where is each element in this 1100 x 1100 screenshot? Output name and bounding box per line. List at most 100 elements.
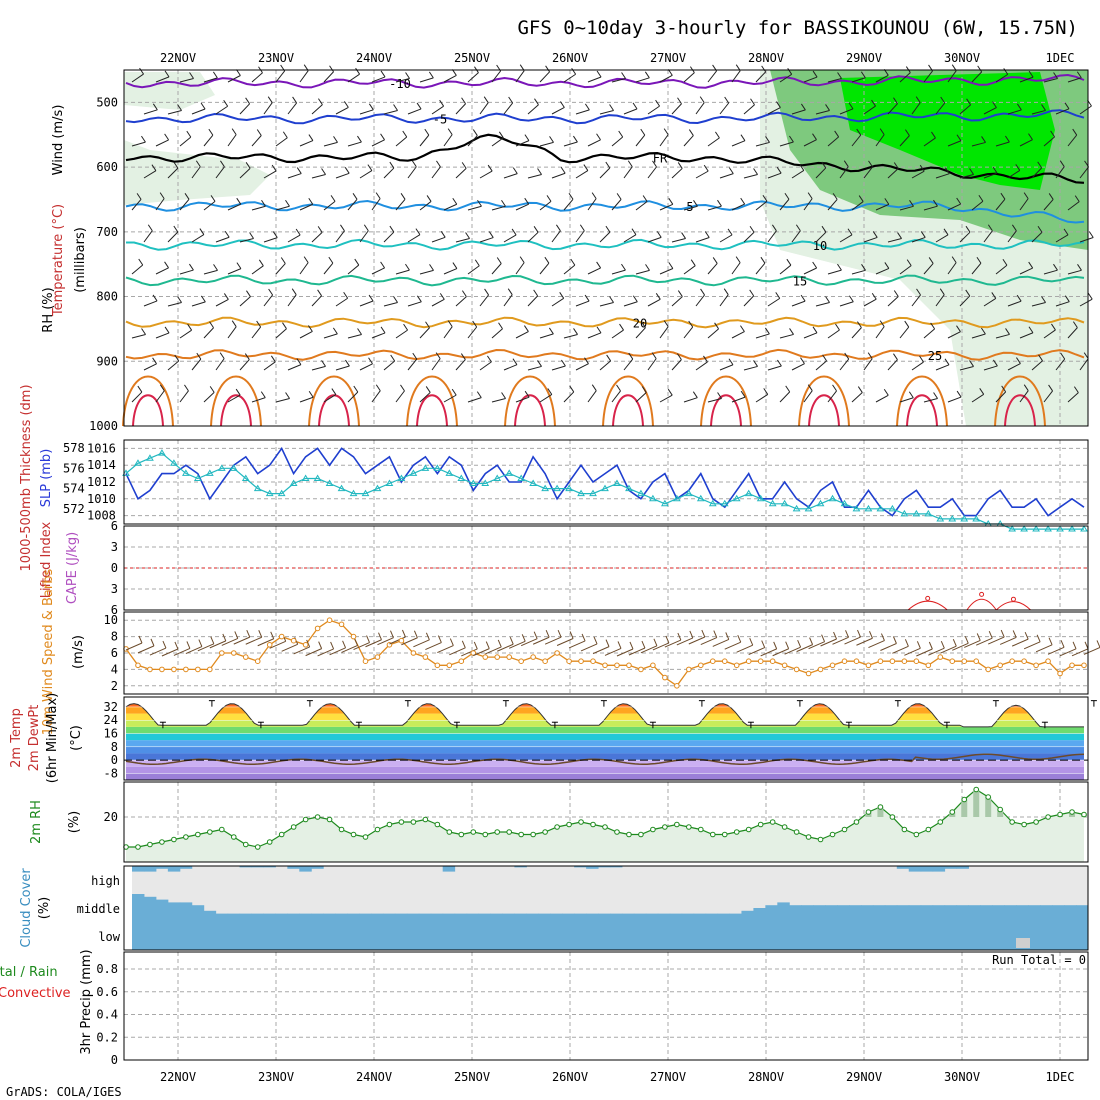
- wind-barb: [491, 263, 502, 275]
- wind-barb-flag: [559, 101, 565, 108]
- wind-barb-flag: [296, 358, 302, 365]
- cloud-middle-bar: [418, 913, 432, 922]
- rh-marker: [793, 829, 800, 835]
- wind-barb: [329, 647, 346, 656]
- wind-barb: [959, 295, 971, 307]
- wind-barb-flag: [776, 359, 782, 367]
- wind-speed-marker: [865, 662, 872, 669]
- wind-barb-flag: [246, 629, 251, 638]
- wind-speed-marker: [997, 662, 1003, 669]
- thickness-marker: [349, 489, 358, 497]
- panel-frame: [123, 865, 1089, 951]
- wind-barb: [431, 236, 446, 243]
- wind-barb: [497, 643, 514, 652]
- wind-barb-flag: [332, 327, 338, 335]
- temperature-band: [126, 726, 1084, 734]
- wind-barb: [839, 358, 850, 371]
- wind-barb: [311, 231, 323, 243]
- wind-speed-marker: [506, 654, 513, 660]
- wind-barb: [791, 363, 805, 371]
- wind-barb-flag: [844, 352, 850, 360]
- wind-barb-flag: [524, 134, 530, 141]
- wind-barb: [599, 302, 614, 307]
- wind-barb: [767, 365, 782, 371]
- wind-barb-flag: [1028, 261, 1034, 269]
- rh-marker: [590, 821, 596, 828]
- wind-barb-flag: [832, 384, 837, 392]
- surface-heating-contour: [318, 394, 350, 427]
- wind-barb-flag: [318, 98, 323, 105]
- wind-barb: [395, 390, 405, 403]
- wind-barb-flag: [174, 641, 179, 650]
- surface-heating-contour: [514, 394, 546, 427]
- wind-barb-flag: [548, 327, 554, 335]
- wind-barb-flag: [162, 640, 167, 649]
- cloud-middle-bar: [359, 913, 372, 922]
- rh-marker: [518, 831, 524, 838]
- wind-barb-flag: [764, 327, 770, 335]
- panel-frame: [123, 611, 1089, 695]
- wind-barb: [1071, 648, 1089, 657]
- wind-barb-flag: [357, 135, 362, 143]
- wind-barb: [971, 262, 982, 275]
- wind-barb-flag: [415, 228, 421, 235]
- date-label: 24NOV: [356, 1070, 392, 1084]
- wind-barb: [911, 361, 924, 371]
- wind-barb: [695, 361, 708, 371]
- wind-barb-flag: [354, 638, 359, 646]
- wind-barb-flag: [988, 630, 993, 639]
- wind-barb: [263, 294, 274, 307]
- wind-barb-flag: [883, 388, 889, 396]
- wind-barb-flag: [991, 292, 997, 299]
- wind-barb-flag: [270, 355, 276, 363]
- cloud-high-bar: [956, 866, 969, 869]
- rh-marker: [278, 831, 285, 838]
- wind-barb: [539, 262, 550, 275]
- wind-speed-marker: [793, 666, 800, 673]
- wind-barb: [1011, 638, 1029, 647]
- wind-barb-flag: [136, 193, 142, 200]
- wind-barb-flag: [393, 104, 398, 111]
- cloud-middle-bar: [705, 913, 719, 922]
- wind-barb-flag: [533, 631, 538, 639]
- wind-barb: [131, 141, 146, 147]
- wind-barb: [401, 637, 418, 646]
- wind-barb-flag: [195, 160, 201, 168]
- wind-barb-flag: [1012, 630, 1017, 638]
- wind-barb: [239, 359, 250, 371]
- rh-marker: [662, 824, 668, 830]
- wind-barb-flag: [573, 328, 578, 335]
- cloud-middle-bar: [872, 905, 886, 922]
- wind-barb-flag: [425, 632, 430, 640]
- wind-barb-flag: [871, 99, 876, 107]
- rh-marker: [374, 826, 381, 833]
- wind-barb-flag: [487, 164, 493, 172]
- wind-speed-marker: [1033, 662, 1039, 669]
- cloud-middle-bar: [801, 905, 814, 922]
- wind-barb-flag: [1087, 292, 1093, 300]
- wind-barb: [911, 102, 921, 115]
- wind-barb: [647, 358, 657, 371]
- wind-barb-flag: [749, 225, 755, 233]
- wind-barb-flag: [848, 295, 854, 303]
- wind-barb-flag: [909, 200, 914, 207]
- cloud-middle-bar: [717, 913, 730, 922]
- wind-barb: [443, 203, 457, 211]
- thickness-marker: [457, 474, 466, 481]
- wind-barb: [197, 643, 215, 652]
- wind-barb: [383, 231, 395, 243]
- wind-barb-flag: [380, 133, 385, 141]
- temperature-contour-label: 10: [813, 239, 827, 253]
- wind-barb: [803, 267, 817, 275]
- wind-barb-flag: [212, 71, 218, 79]
- thickness-marker: [217, 464, 226, 471]
- wind-barb: [803, 198, 813, 211]
- wind-barb-flag: [1016, 294, 1022, 302]
- wind-barb-flag: [436, 160, 441, 168]
- surface-heating-contour: [308, 375, 360, 427]
- thickness-marker: [768, 499, 777, 507]
- wind-barb: [671, 296, 683, 307]
- cloud-high-bar: [179, 866, 193, 869]
- wind-barb-flag: [621, 72, 626, 79]
- y-tick-label: 800: [96, 290, 118, 304]
